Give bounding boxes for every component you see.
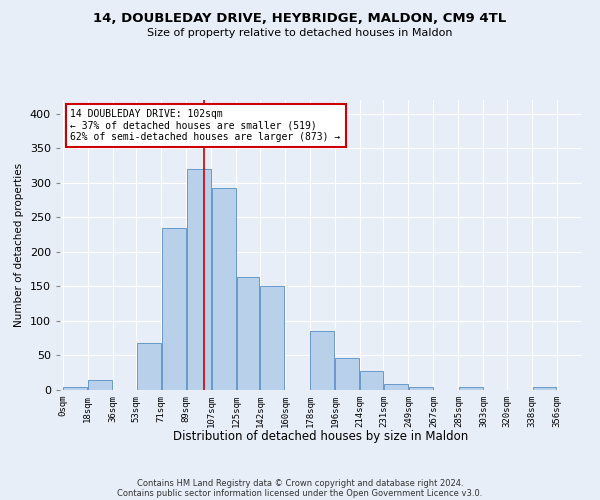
Text: 14, DOUBLEDAY DRIVE, HEYBRIDGE, MALDON, CM9 4TL: 14, DOUBLEDAY DRIVE, HEYBRIDGE, MALDON, … xyxy=(94,12,506,26)
Bar xyxy=(64,387,87,390)
Text: Size of property relative to detached houses in Maldon: Size of property relative to detached ho… xyxy=(147,28,453,38)
Bar xyxy=(212,188,236,390)
X-axis label: Distribution of detached houses by size in Maldon: Distribution of detached houses by size … xyxy=(173,430,469,443)
Text: 14 DOUBLEDAY DRIVE: 102sqm
← 37% of detached houses are smaller (519)
62% of sem: 14 DOUBLEDAY DRIVE: 102sqm ← 37% of deta… xyxy=(70,108,341,142)
Bar xyxy=(533,387,556,390)
Bar xyxy=(162,228,186,390)
Bar xyxy=(409,386,433,390)
Bar xyxy=(310,332,334,390)
Bar xyxy=(237,278,259,390)
Text: Contains HM Land Registry data © Crown copyright and database right 2024.: Contains HM Land Registry data © Crown c… xyxy=(137,478,463,488)
Text: Contains public sector information licensed under the Open Government Licence v3: Contains public sector information licen… xyxy=(118,488,482,498)
Bar xyxy=(187,169,211,390)
Bar xyxy=(335,358,359,390)
Bar xyxy=(137,343,161,390)
Bar xyxy=(384,384,408,390)
Y-axis label: Number of detached properties: Number of detached properties xyxy=(14,163,24,327)
Bar xyxy=(361,370,383,390)
Bar xyxy=(260,286,284,390)
Bar xyxy=(459,386,483,390)
Bar xyxy=(88,380,112,390)
